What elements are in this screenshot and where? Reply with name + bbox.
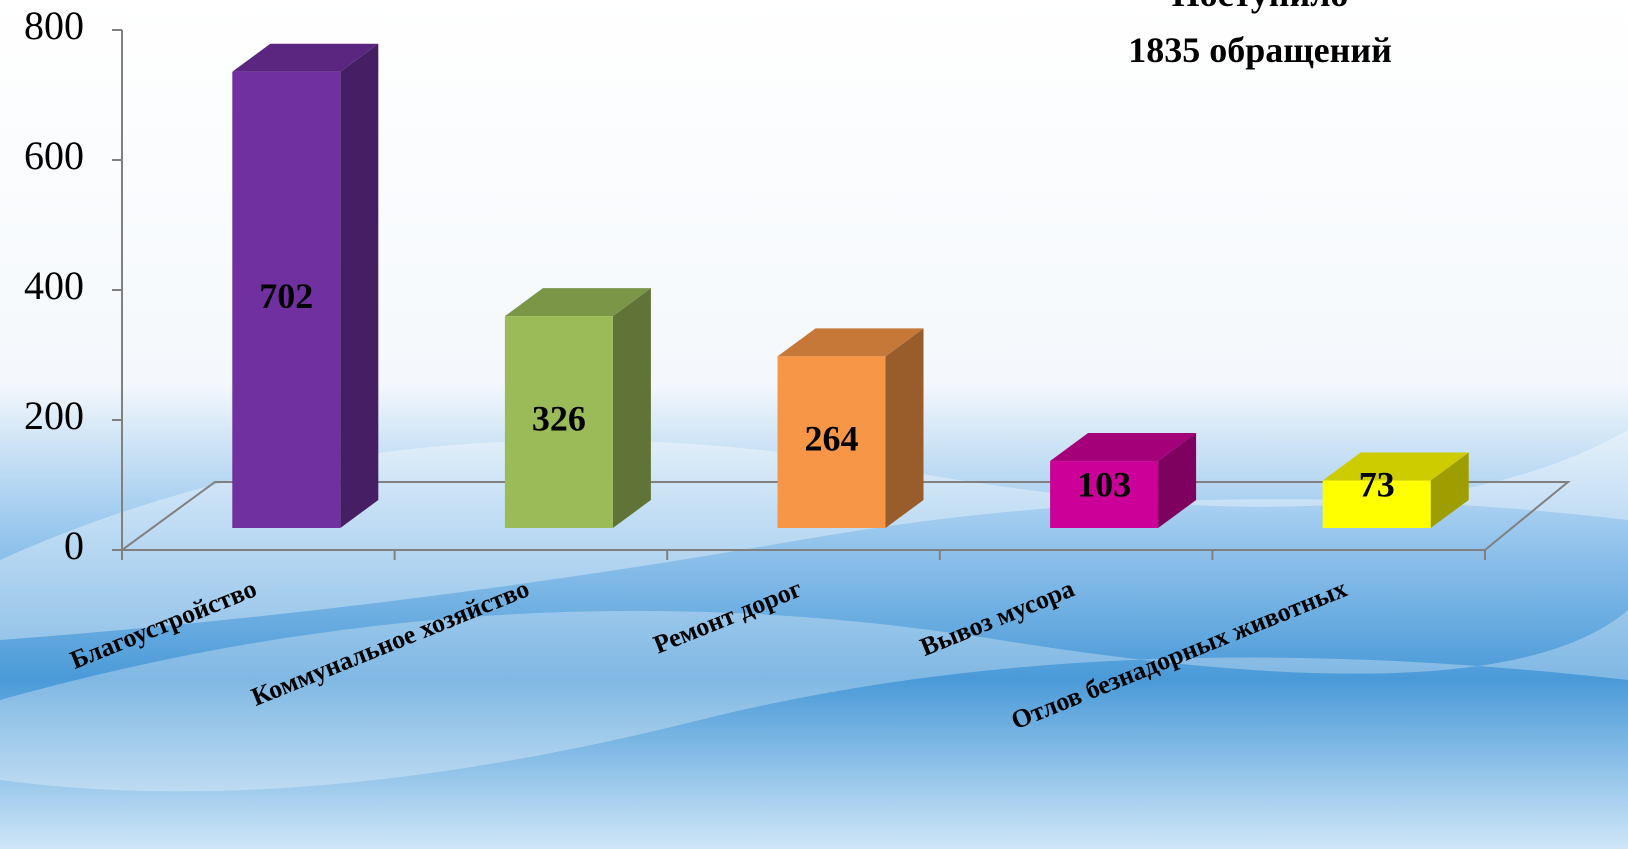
y-tick-label: 0 xyxy=(64,523,84,568)
y-tick-label: 400 xyxy=(24,263,84,308)
value-label: 103 xyxy=(1077,464,1131,504)
y-tick-label: 600 xyxy=(24,133,84,178)
y-tick-label: 800 xyxy=(24,3,84,48)
chart: Поступило 1835 обращений 0200400600800Бл… xyxy=(0,0,1628,849)
chart-title: 1835 обращений xyxy=(1128,30,1392,70)
value-label: 702 xyxy=(259,276,313,316)
bar-side xyxy=(886,328,924,528)
bar-side xyxy=(613,288,651,528)
value-label: 73 xyxy=(1359,464,1395,504)
value-label: 326 xyxy=(532,398,586,438)
chart-title: Поступило xyxy=(1172,0,1349,14)
bar-side xyxy=(340,44,378,528)
value-label: 264 xyxy=(805,418,859,458)
y-tick-label: 200 xyxy=(24,393,84,438)
